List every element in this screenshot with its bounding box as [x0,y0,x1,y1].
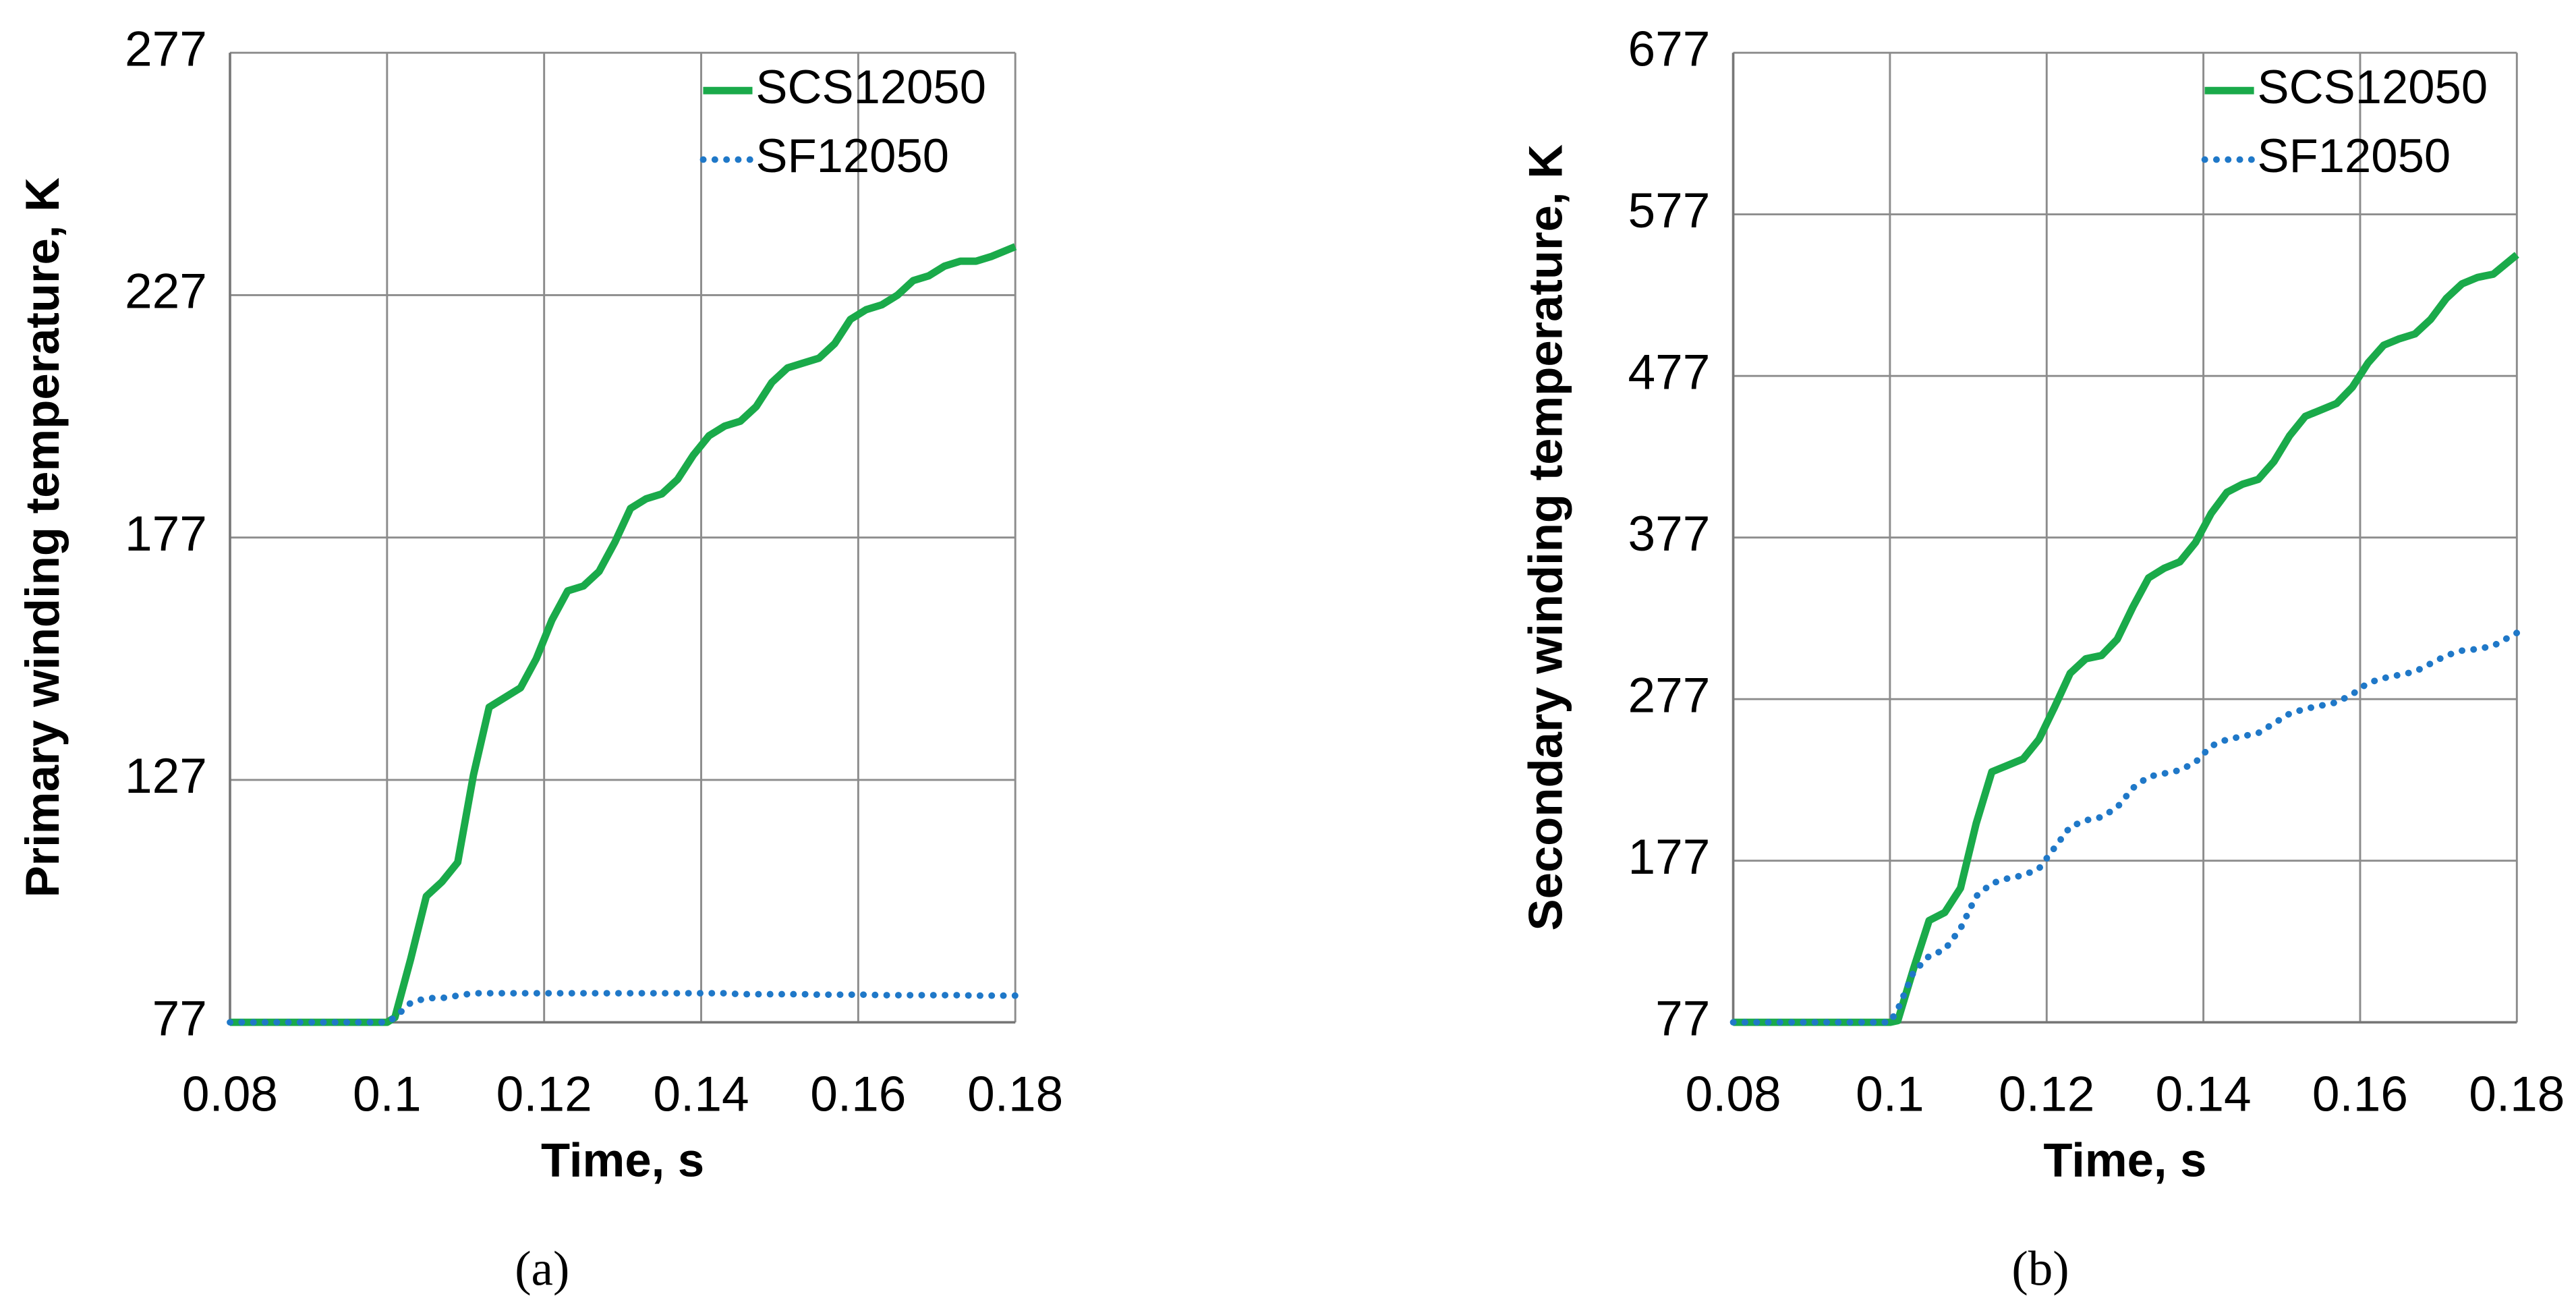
x-tick-label: 0.08 [1685,1067,1781,1122]
x-tick-label: 0.1 [353,1067,422,1122]
y-tick-label: 477 [1628,345,1711,399]
y-tick-label: 677 [1628,22,1711,77]
x-tick-label: 0.08 [182,1067,278,1122]
y-axis-title: Primary winding temperature, K [16,177,69,897]
y-tick-label: 577 [1628,184,1711,238]
legend-label: SCS12050 [2257,60,2488,113]
x-axis-title: Time, s [2043,1133,2206,1186]
x-tick-label: 0.18 [2469,1067,2565,1122]
y-tick-label: 177 [1628,830,1711,885]
caption: (a) [515,1241,569,1296]
y-axis-title: Secondary winding temperature, K [1518,144,1572,931]
data-line [229,243,1017,1026]
x-axis-title: Time, s [541,1133,704,1186]
y-tick-label: 77 [152,991,207,1046]
caption: (b) [2011,1241,2069,1296]
y-tick-label: 377 [1628,507,1711,561]
y-tick-label: 227 [125,264,207,319]
data-line [1733,252,2519,1026]
legend-label: SCS12050 [755,60,986,113]
data-line [227,990,1019,1026]
y-tick-label: 77 [1655,991,1710,1046]
x-tick-label: 0.14 [653,1067,749,1122]
y-tick-label: 177 [125,507,207,561]
x-tick-label: 0.14 [2156,1067,2252,1122]
x-tick-label: 0.16 [810,1067,906,1122]
x-tick-label: 0.1 [1856,1067,1924,1122]
y-tick-label: 127 [125,749,207,804]
x-tick-label: 0.12 [496,1067,592,1122]
legend-label: SF12050 [2257,129,2451,182]
x-tick-label: 0.18 [967,1067,1063,1122]
x-tick-label: 0.12 [1999,1067,2094,1122]
legend-label: SF12050 [755,129,949,182]
y-tick-label: 277 [125,22,207,77]
y-tick-label: 277 [1628,668,1711,723]
data-line [1729,629,2521,1026]
x-tick-label: 0.16 [2312,1067,2408,1122]
